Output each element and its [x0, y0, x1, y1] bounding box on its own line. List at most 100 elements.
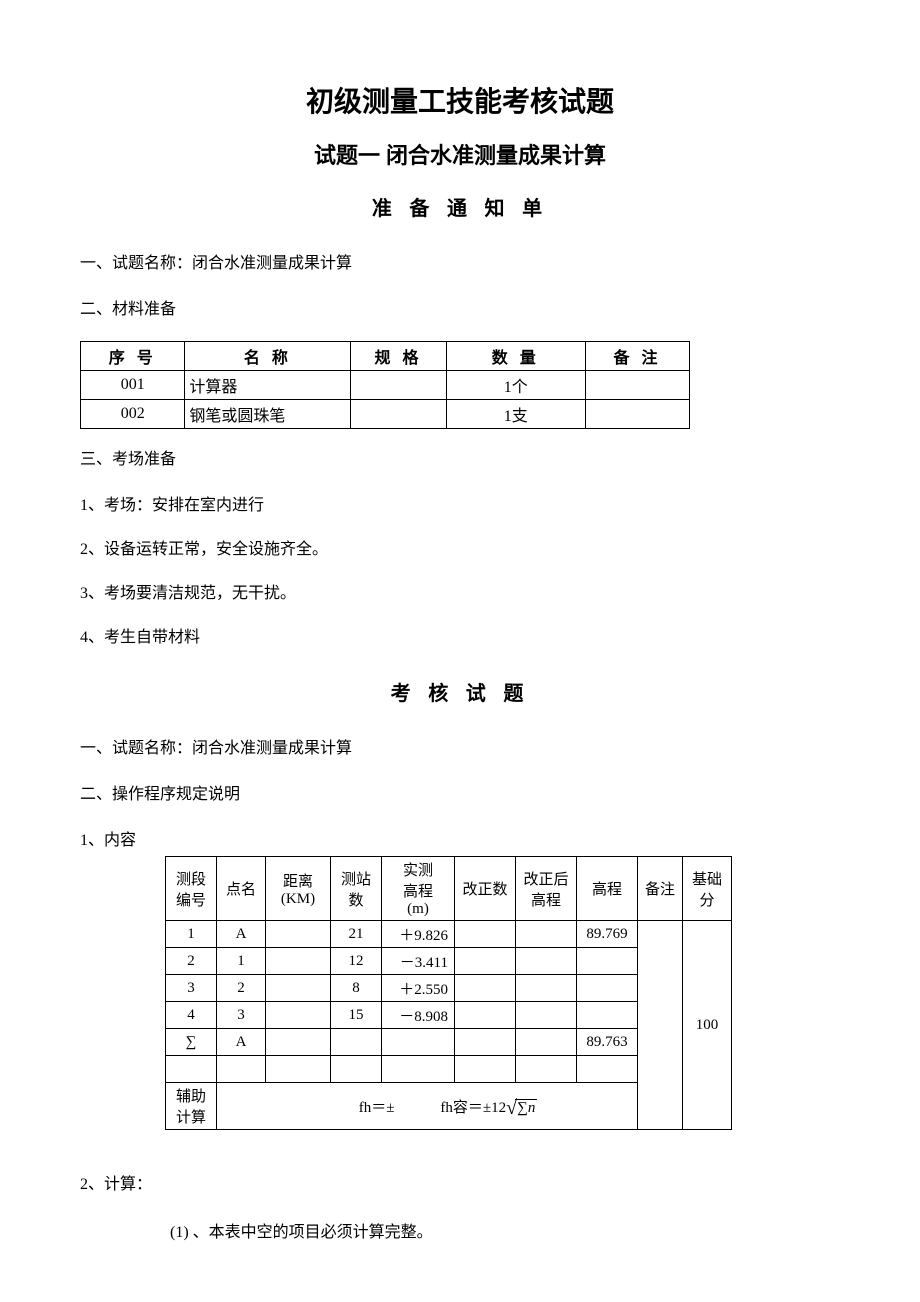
col-note: 备 注 — [586, 342, 690, 371]
prep-item-4: 4、考生自带材料 — [80, 623, 840, 647]
hdr-text: 高程 — [531, 893, 561, 909]
table-header-row: 测段 编号 点名 距离 (KM) 测站 数 实测 高程 (m) 改正数 改正后 … — [166, 857, 732, 921]
col-spec: 规 格 — [351, 342, 446, 371]
main-title: 初级测量工技能考核试题 — [80, 80, 840, 120]
table-row: 001 计算器 1个 — [81, 371, 690, 400]
cell: ∑ — [166, 1029, 217, 1056]
hdr-text: 编号 — [176, 893, 206, 909]
cell: 3 — [166, 975, 217, 1002]
cell — [577, 1002, 638, 1029]
cell — [331, 1029, 382, 1056]
cell — [266, 1002, 331, 1029]
col-seq: 序 号 — [81, 342, 185, 371]
col-score: 基础 分 — [683, 857, 732, 921]
hdr-text: 实测 — [403, 863, 433, 879]
cell — [455, 975, 516, 1002]
col-remark: 备注 — [638, 857, 683, 921]
cell-aux-label: 辅助 计算 — [166, 1083, 217, 1130]
cell: －3.411 — [382, 948, 455, 975]
exam-1: 一、试题名称：闭合水准测量成果计算 — [80, 734, 840, 758]
cell: A — [217, 1029, 266, 1056]
cell: 12 — [331, 948, 382, 975]
data-table: 测段 编号 点名 距离 (KM) 测站 数 实测 高程 (m) 改正数 改正后 … — [165, 856, 732, 1130]
section-title-prep: 准 备 通 知 单 — [80, 192, 840, 221]
prep-item-3: 3、考场要清洁规范，无干扰。 — [80, 579, 840, 603]
cell-formula: fh＝± fh容＝±12√∑n — [217, 1083, 638, 1130]
cell — [516, 1002, 577, 1029]
col-elevation: 高程 — [577, 857, 638, 921]
cell: 89.769 — [577, 921, 638, 948]
cell — [266, 948, 331, 975]
cell: 89.763 — [577, 1029, 638, 1056]
cell-name: 计算器 — [185, 371, 351, 400]
exam-2: 二、操作程序规定说明 — [80, 780, 840, 804]
cell — [266, 1056, 331, 1083]
table-header-row: 序 号 名 称 规 格 数 量 备 注 — [81, 342, 690, 371]
calc-item-1: (1) 、本表中空的项目必须计算完整。 — [170, 1218, 840, 1242]
materials-table: 序 号 名 称 规 格 数 量 备 注 001 计算器 1个 002 钢笔或圆珠… — [80, 341, 690, 429]
section-title-exam: 考 核 试 题 — [80, 677, 840, 706]
cell — [382, 1056, 455, 1083]
aux-text: 辅助 — [176, 1089, 206, 1105]
hdr-text: 基础 — [692, 872, 722, 888]
sub-title: 试题一 闭合水准测量成果计算 — [80, 138, 840, 170]
hdr-text: 测段 — [176, 872, 206, 888]
hdr-text: (m) — [407, 901, 429, 917]
cell: 15 — [331, 1002, 382, 1029]
cell-qty: 1支 — [446, 400, 585, 429]
cell — [577, 948, 638, 975]
col-qty: 数 量 — [446, 342, 585, 371]
hdr-text: 改正后 — [523, 872, 568, 888]
cell — [516, 948, 577, 975]
cell — [516, 1029, 577, 1056]
calc-heading: 2、计算： — [80, 1170, 840, 1194]
cell — [455, 1002, 516, 1029]
col-point: 点名 — [217, 857, 266, 921]
cell — [516, 921, 577, 948]
cell-spec — [351, 400, 446, 429]
hdr-text: 数 — [348, 893, 363, 909]
cell: 4 — [166, 1002, 217, 1029]
cell — [382, 1029, 455, 1056]
cell: 1 — [217, 948, 266, 975]
cell — [266, 921, 331, 948]
hdr-text: (KM) — [281, 891, 315, 907]
cell: 3 — [217, 1002, 266, 1029]
cell: 1 — [166, 921, 217, 948]
hdr-text: 距离 — [283, 874, 313, 890]
col-measured: 实测 高程 (m) — [382, 857, 455, 921]
cell — [166, 1056, 217, 1083]
cell — [217, 1056, 266, 1083]
table-row: 002 钢笔或圆珠笔 1支 — [81, 400, 690, 429]
col-adjusted: 改正后 高程 — [516, 857, 577, 921]
cell — [266, 1029, 331, 1056]
col-name: 名 称 — [185, 342, 351, 371]
formula-1: fh＝± — [317, 1096, 437, 1117]
cell — [266, 975, 331, 1002]
col-distance: 距离 (KM) — [266, 857, 331, 921]
section-2: 二、材料准备 — [80, 295, 840, 319]
hdr-text: 高程 — [403, 884, 433, 900]
cell: ＋9.826 — [382, 921, 455, 948]
cell-seq: 002 — [81, 400, 185, 429]
cell: ＋2.550 — [382, 975, 455, 1002]
cell — [577, 1056, 638, 1083]
cell — [455, 921, 516, 948]
section-3: 三、考场准备 — [80, 445, 840, 469]
cell: －8.908 — [382, 1002, 455, 1029]
cell — [455, 948, 516, 975]
cell — [516, 975, 577, 1002]
cell-seq: 001 — [81, 371, 185, 400]
col-stations: 测站 数 — [331, 857, 382, 921]
cell-spec — [351, 371, 446, 400]
prep-item-1: 1、考场：安排在室内进行 — [80, 491, 840, 515]
cell-remark-merged — [638, 921, 683, 1130]
formula-2-radicand: ∑n — [515, 1099, 537, 1117]
cell — [455, 1029, 516, 1056]
cell: 2 — [217, 975, 266, 1002]
cell: 2 — [166, 948, 217, 975]
cell: 21 — [331, 921, 382, 948]
cell-qty: 1个 — [446, 371, 585, 400]
section-1: 一、试题名称：闭合水准测量成果计算 — [80, 249, 840, 273]
cell — [577, 975, 638, 1002]
